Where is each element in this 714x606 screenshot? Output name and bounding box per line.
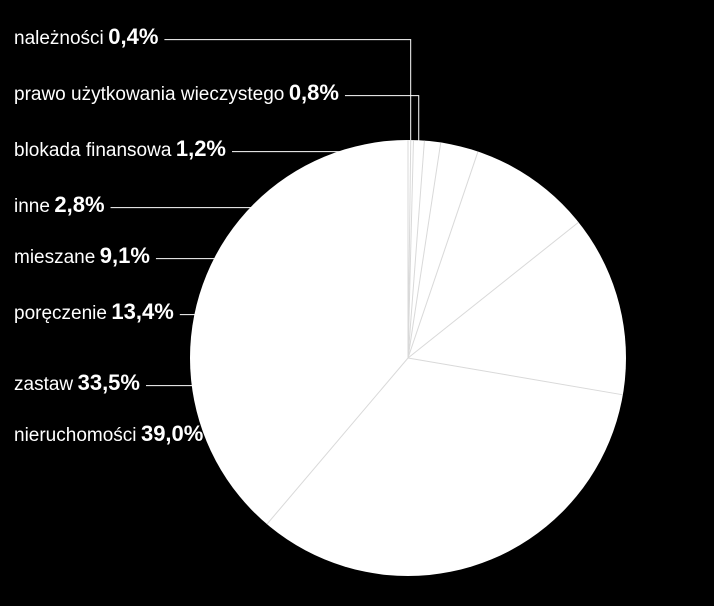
leader-line xyxy=(345,96,419,145)
chart-stage: należności 0,4%prawo użytkowania wieczys… xyxy=(0,0,714,606)
leader-line xyxy=(164,40,410,145)
pie-chart xyxy=(0,0,714,606)
